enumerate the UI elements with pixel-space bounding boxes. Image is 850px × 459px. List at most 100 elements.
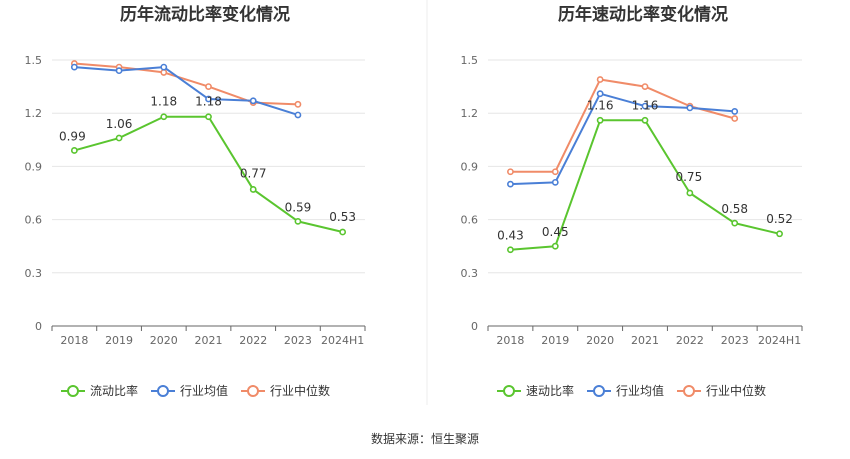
data-point-industry_avg [507, 180, 514, 188]
data-label: 0.99 [59, 129, 86, 143]
y-tick-label: 0.3 [461, 267, 479, 280]
x-tick-label: 2019 [541, 334, 569, 347]
series-line-company [74, 115, 343, 233]
chart-title: 历年流动比率变化情况 [120, 4, 290, 25]
series-line-industry_median [510, 78, 735, 173]
data-point-industry_median [507, 168, 514, 176]
legend-item-industry_median[interactable]: 行业中位数 [241, 383, 330, 398]
data-point-company [641, 116, 649, 124]
data-point-industry_median [205, 83, 212, 90]
legend-item-company[interactable]: 流动比率 [61, 383, 138, 398]
data-label: 0.43 [497, 229, 524, 243]
data-point-industry_avg [686, 104, 694, 112]
data-point-industry_median [596, 76, 604, 83]
data-point-company [596, 116, 604, 124]
x-tick-label: 2020 [150, 334, 178, 347]
y-tick-label: 1.2 [461, 107, 479, 120]
data-point-company [339, 228, 347, 236]
data-label: 0.75 [675, 170, 702, 184]
data-point-company [551, 242, 559, 250]
y-tick-label: 1.2 [25, 107, 43, 120]
x-tick-label: 2020 [586, 334, 614, 347]
data-point-industry_median [731, 115, 739, 122]
x-tick-label: 2019 [105, 334, 133, 347]
data-point-company [294, 217, 302, 225]
data-label: 1.18 [150, 95, 177, 109]
data-point-industry_avg [596, 90, 604, 98]
x-tick-label: 2021 [631, 334, 659, 347]
x-tick-label: 2024H1 [758, 334, 801, 347]
data-label: 0.58 [721, 202, 748, 216]
data-point-industry_median [641, 83, 649, 90]
data-point-company [160, 113, 168, 121]
x-tick-label: 2022 [239, 334, 267, 347]
legend-marker-icon [683, 385, 695, 397]
data-point-industry_avg [205, 95, 212, 103]
chart-title: 历年速动比率变化情况 [558, 4, 728, 25]
legend-marker-icon [157, 385, 169, 397]
legend-label: 行业中位数 [706, 383, 766, 398]
y-tick-label: 0.9 [25, 160, 43, 173]
data-label: 1.18 [195, 95, 222, 109]
legend-marker-icon [67, 385, 79, 397]
source-note: 数据来源：恒生聚源 [371, 431, 479, 446]
legend-item-industry_avg[interactable]: 行业均值 [587, 383, 664, 398]
x-tick-label: 2018 [496, 334, 524, 347]
data-point-industry_avg [70, 63, 78, 71]
legend-label: 流动比率 [90, 383, 138, 398]
y-tick-label: 0.6 [461, 214, 479, 227]
legend-marker-icon [593, 385, 605, 397]
x-tick-label: 2018 [60, 334, 88, 347]
x-tick-label: 2021 [195, 334, 223, 347]
data-label: 0.45 [542, 225, 569, 239]
legend-item-industry_median[interactable]: 行业中位数 [677, 383, 766, 398]
legend-item-industry_avg[interactable]: 行业均值 [151, 383, 228, 398]
data-point-industry_avg [160, 63, 168, 71]
y-tick-label: 0.6 [25, 214, 43, 227]
legend-label: 速动比率 [526, 383, 574, 398]
y-tick-label: 0.9 [461, 160, 479, 173]
data-point-company [205, 113, 212, 121]
current-ratio-chart: 历年流动比率变化情况 0 0.3 0.6 0.9 1.2 1.5 2018 2019 2020 20… [25, 4, 366, 398]
data-point-company [686, 189, 694, 197]
data-label: 1.06 [106, 117, 133, 131]
data-point-industry_median [551, 168, 559, 176]
y-tick-label: 1.5 [25, 54, 43, 67]
y-tick-label: 0 [471, 320, 478, 333]
data-point-industry_median [294, 100, 302, 108]
data-point-company [731, 219, 739, 227]
quick-ratio-chart: 历年速动比率变化情况 0 0.3 0.6 0.9 1.2 1.5 2018 2019 2020 20… [461, 4, 803, 398]
data-point-industry_avg [731, 108, 739, 115]
x-tick-label: 2023 [284, 334, 312, 347]
series-line-industry_avg [74, 66, 299, 116]
legend-item-company[interactable]: 速动比率 [497, 383, 574, 398]
legend-marker-icon [503, 385, 515, 397]
legend-label: 行业均值 [180, 383, 228, 398]
y-tick-label: 0.3 [25, 267, 43, 280]
data-label: 0.77 [240, 166, 267, 180]
y-tick-label: 0 [35, 320, 42, 333]
data-point-industry_avg [551, 178, 559, 186]
x-tick-label: 2024H1 [321, 334, 364, 347]
legend-label: 行业中位数 [270, 383, 330, 398]
data-point-company [507, 246, 514, 254]
x-tick-label: 2023 [721, 334, 749, 347]
data-point-company [249, 186, 257, 193]
y-tick-label: 1.5 [461, 54, 479, 67]
data-point-industry_avg [641, 102, 649, 110]
data-label: 0.53 [329, 210, 356, 224]
data-point-company [70, 147, 78, 154]
data-label: 0.52 [766, 212, 793, 226]
data-label: 1.16 [587, 98, 614, 112]
data-point-industry_avg [249, 97, 257, 105]
data-label: 1.16 [632, 98, 659, 112]
x-tick-label: 2022 [676, 334, 704, 347]
data-point-company [115, 134, 123, 142]
data-label: 0.59 [285, 200, 312, 214]
data-point-industry_median [160, 69, 168, 76]
series-line-industry_avg [510, 92, 735, 186]
legend-marker-icon [247, 385, 259, 397]
data-point-industry_avg [115, 67, 123, 75]
